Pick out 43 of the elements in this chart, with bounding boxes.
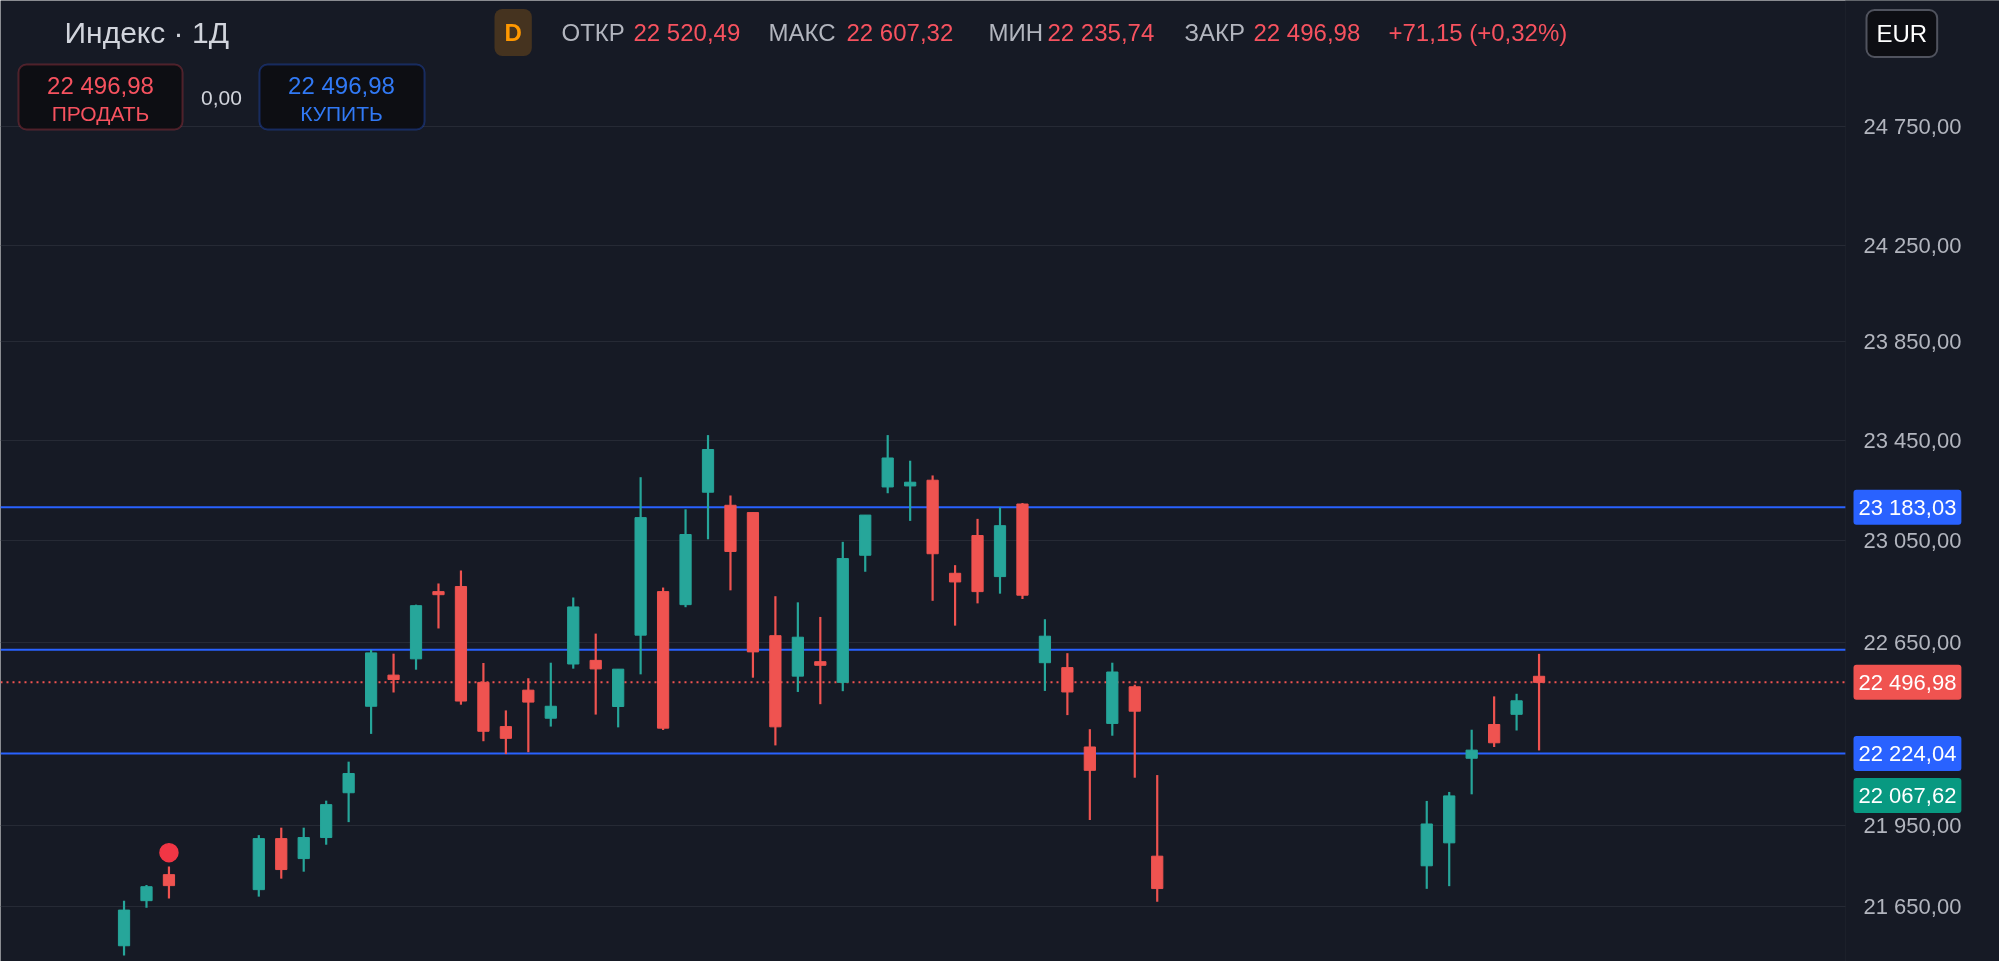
y-tick-label: 22 650,00 [1863, 630, 1962, 656]
candlestick [1083, 728, 1096, 822]
annotation: 0,00 [201, 85, 242, 109]
candlestick [499, 709, 512, 756]
annotation: EUR [1876, 20, 1928, 47]
annotation: +71,15 (+0,32%) [1388, 19, 1568, 46]
annotation: 22 607,32 [846, 19, 954, 46]
ref-line-label: 23 183,03 [1858, 494, 1957, 520]
annotation: ОТКР [561, 19, 625, 46]
candlestick [342, 760, 355, 824]
y-tick-label: 23 850,00 [1863, 329, 1962, 355]
ref-line-label: 22 496,98 [1858, 669, 1957, 695]
annotation: МАКС [768, 19, 836, 46]
y-tick-label: 23 050,00 [1863, 528, 1962, 554]
annotation: 22 496,98 [1253, 19, 1361, 46]
candlestick [1488, 695, 1501, 749]
candlestick [948, 564, 962, 627]
annotation: 22 067,62 [1858, 783, 1957, 808]
annotation: ПРОДАТЬ [51, 102, 150, 125]
y-tick-label: 24 750,00 [1863, 113, 1962, 139]
candlestick [162, 865, 176, 900]
y-tick-label: 21 950,00 [1863, 813, 1962, 839]
annotation: 22 235,74 [1047, 19, 1155, 46]
y-tick-label: 21 650,00 [1863, 893, 1962, 919]
y-tick-label: 24 250,00 [1863, 232, 1962, 258]
annotation: 22 520,49 [633, 19, 741, 46]
annotation: КУПИТЬ [300, 102, 383, 125]
ref-line-label: 22 224,04 [1858, 741, 1957, 767]
annotation: 22 496,98 [288, 72, 395, 99]
y-tick-label: 23 450,00 [1863, 428, 1962, 454]
candlestick [544, 661, 557, 728]
annotation: D [504, 19, 522, 46]
candlestick [589, 632, 602, 716]
candlestick [432, 582, 445, 630]
candlestick [1510, 692, 1523, 732]
annotation: 22 496,98 [47, 72, 154, 99]
text: Индекс · 1Д [64, 16, 229, 49]
annotation: ЗАКР [1184, 19, 1245, 46]
candlestick [904, 459, 917, 522]
candlestick [1465, 728, 1478, 796]
annotation: МИН [988, 19, 1044, 46]
candlestick [297, 826, 310, 873]
candlestick [140, 883, 153, 909]
